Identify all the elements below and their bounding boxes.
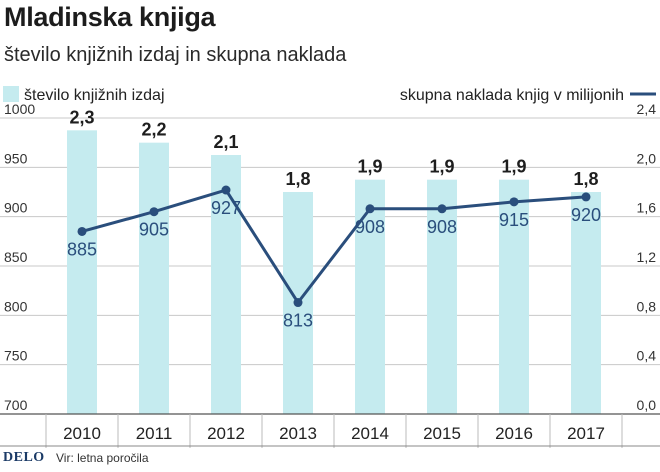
data-labels: 2,3 2,2 2,1 1,8 1,9 1,9 1,9 1,8 885 905 927 813 908 9… <box>67 107 601 330</box>
chart-subtitle: število knjižnih izdaj in skupna naklada <box>4 44 347 66</box>
bar <box>499 179 529 414</box>
y-right-tick-label: 0,8 <box>637 298 657 314</box>
bar <box>355 179 385 414</box>
x-tick-label: 2016 <box>495 424 533 443</box>
bar-value-label: 1,8 <box>285 169 310 189</box>
line-value-label: 920 <box>571 205 601 225</box>
y-left-tick-label: 950 <box>4 150 28 166</box>
bar <box>571 192 601 414</box>
bar <box>427 179 457 414</box>
y-right-tick-label: 0,0 <box>637 397 657 413</box>
bar <box>67 130 97 415</box>
line-point <box>509 197 519 207</box>
x-tick-label: 2011 <box>136 424 173 443</box>
grid-lines <box>0 117 660 415</box>
line-point <box>77 226 87 236</box>
y-left-tick-label: 800 <box>4 298 28 314</box>
line-point <box>149 207 159 217</box>
y-left-tick-label: 1000 <box>4 101 35 117</box>
bar-value-label: 1,9 <box>357 157 382 177</box>
y-right-tick-label: 0,4 <box>637 348 657 364</box>
bar <box>139 142 169 414</box>
axes: 700 750 800 850 900 950 1000 0,0 0,4 0,8 1,2 1,6 2,0… <box>0 101 660 448</box>
line-value-label: 905 <box>139 220 169 240</box>
line-value-label: 927 <box>211 198 241 218</box>
line-path <box>81 188 587 305</box>
legend-bar-swatch <box>3 86 19 102</box>
y-left-tick-label: 850 <box>4 249 28 265</box>
bar-series <box>67 130 601 415</box>
line-value-label: 908 <box>355 217 385 237</box>
line-value-label: 908 <box>427 217 457 237</box>
line-value-label: 885 <box>67 239 97 259</box>
legend-bar-label: število knjižnih izdaj <box>24 87 165 104</box>
bar <box>211 155 241 414</box>
bar-value-label: 2,3 <box>69 107 94 127</box>
y-left-tick-label: 900 <box>4 200 28 216</box>
y-right-tick-label: 1,2 <box>637 249 657 265</box>
x-tick-label: 2010 <box>63 424 101 443</box>
bar-value-label: 1,9 <box>501 157 526 177</box>
x-tick-label: 2017 <box>567 424 605 443</box>
delo-logo: DELO <box>3 450 45 465</box>
x-tick-label: 2013 <box>279 424 317 443</box>
bar-value-label: 2,1 <box>213 132 238 152</box>
bar-value-label: 2,2 <box>141 120 166 140</box>
line-point <box>221 185 231 195</box>
line-value-label: 915 <box>499 210 529 230</box>
line-point <box>293 298 303 308</box>
line-point <box>437 204 447 214</box>
x-tick-label: 2014 <box>351 424 389 443</box>
chart-title: Mladinska knjiga <box>4 2 216 32</box>
y-right-tick-label: 2,0 <box>637 150 657 166</box>
legend: število knjižnih izdaj skupna naklada kn… <box>3 86 656 104</box>
y-right-tick-label: 2,4 <box>637 101 657 117</box>
line-point <box>365 204 375 214</box>
x-tick-label: 2015 <box>423 424 461 443</box>
source-note: Vir: letna poročila <box>56 451 149 465</box>
y-left-tick-label: 700 <box>4 397 28 413</box>
legend-line-label: skupna naklada knjig v milijonih <box>400 87 624 104</box>
x-tick-label: 2012 <box>207 424 245 443</box>
bar-value-label: 1,8 <box>573 169 598 189</box>
bar-value-label: 1,9 <box>429 157 454 177</box>
line-point <box>581 192 591 202</box>
y-right-tick-label: 1,6 <box>637 200 657 216</box>
y-left-tick-label: 750 <box>4 348 28 364</box>
line-value-label: 813 <box>283 311 313 331</box>
line-series <box>77 185 591 308</box>
